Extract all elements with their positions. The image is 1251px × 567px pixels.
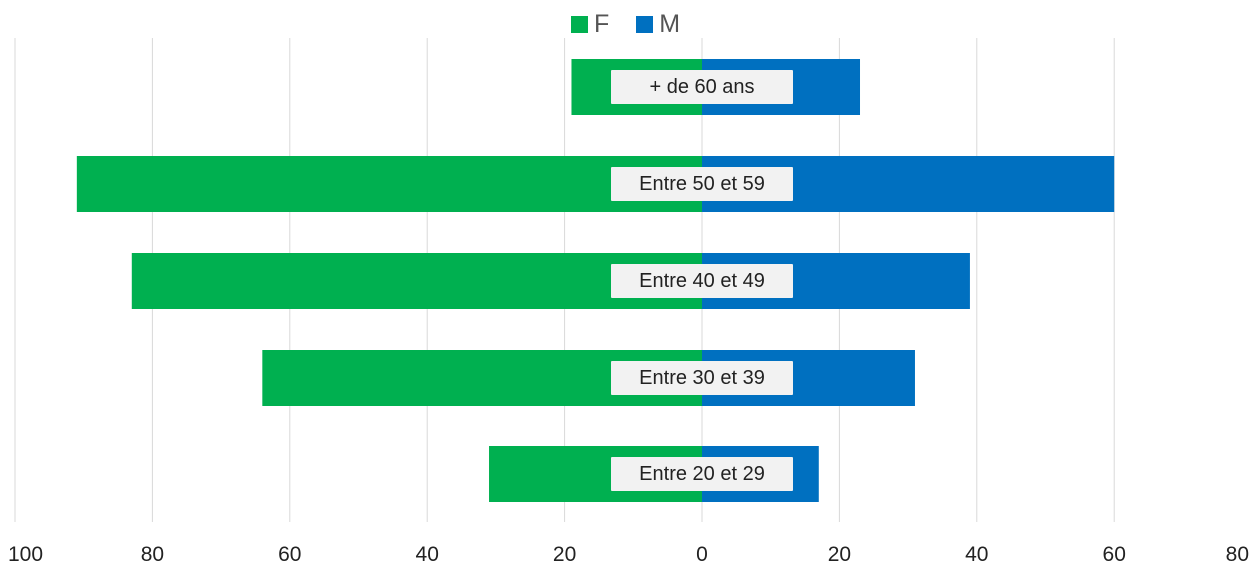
x-tick-label: 80 bbox=[141, 543, 164, 566]
legend-swatch-f bbox=[570, 16, 588, 33]
x-tick-label: 40 bbox=[965, 543, 988, 566]
legend-label-m: M bbox=[659, 10, 681, 38]
category-label: Entre 40 et 49 bbox=[611, 264, 793, 298]
bar-layer bbox=[76, 59, 1115, 502]
x-tick-label: 60 bbox=[1103, 543, 1126, 566]
legend-swatch-m bbox=[636, 16, 654, 33]
bar-f-1[interactable] bbox=[76, 156, 702, 212]
bar-f-2[interactable] bbox=[131, 253, 703, 309]
category-label: + de 60 ans bbox=[611, 70, 793, 104]
tick-layer: 100 80 60 40 20 0 20 40 60 80 bbox=[8, 543, 1249, 566]
x-tick-label: 100 bbox=[8, 543, 43, 566]
x-tick-label: 80 bbox=[1226, 543, 1249, 566]
x-tick-label: 40 bbox=[416, 543, 439, 566]
legend-item-m[interactable]: M bbox=[636, 10, 680, 39]
x-tick-label: 20 bbox=[553, 543, 576, 566]
legend: F M bbox=[0, 10, 1251, 39]
x-tick-label: 60 bbox=[278, 543, 301, 566]
category-label: Entre 20 et 29 bbox=[611, 457, 793, 491]
x-tick-label: 20 bbox=[828, 543, 851, 566]
legend-label-f: F bbox=[593, 10, 610, 38]
category-label: Entre 50 et 59 bbox=[611, 167, 793, 201]
x-tick-label: 0 bbox=[696, 543, 708, 566]
category-label: Entre 30 et 39 bbox=[611, 361, 793, 395]
legend-item-f[interactable]: F bbox=[570, 10, 610, 39]
